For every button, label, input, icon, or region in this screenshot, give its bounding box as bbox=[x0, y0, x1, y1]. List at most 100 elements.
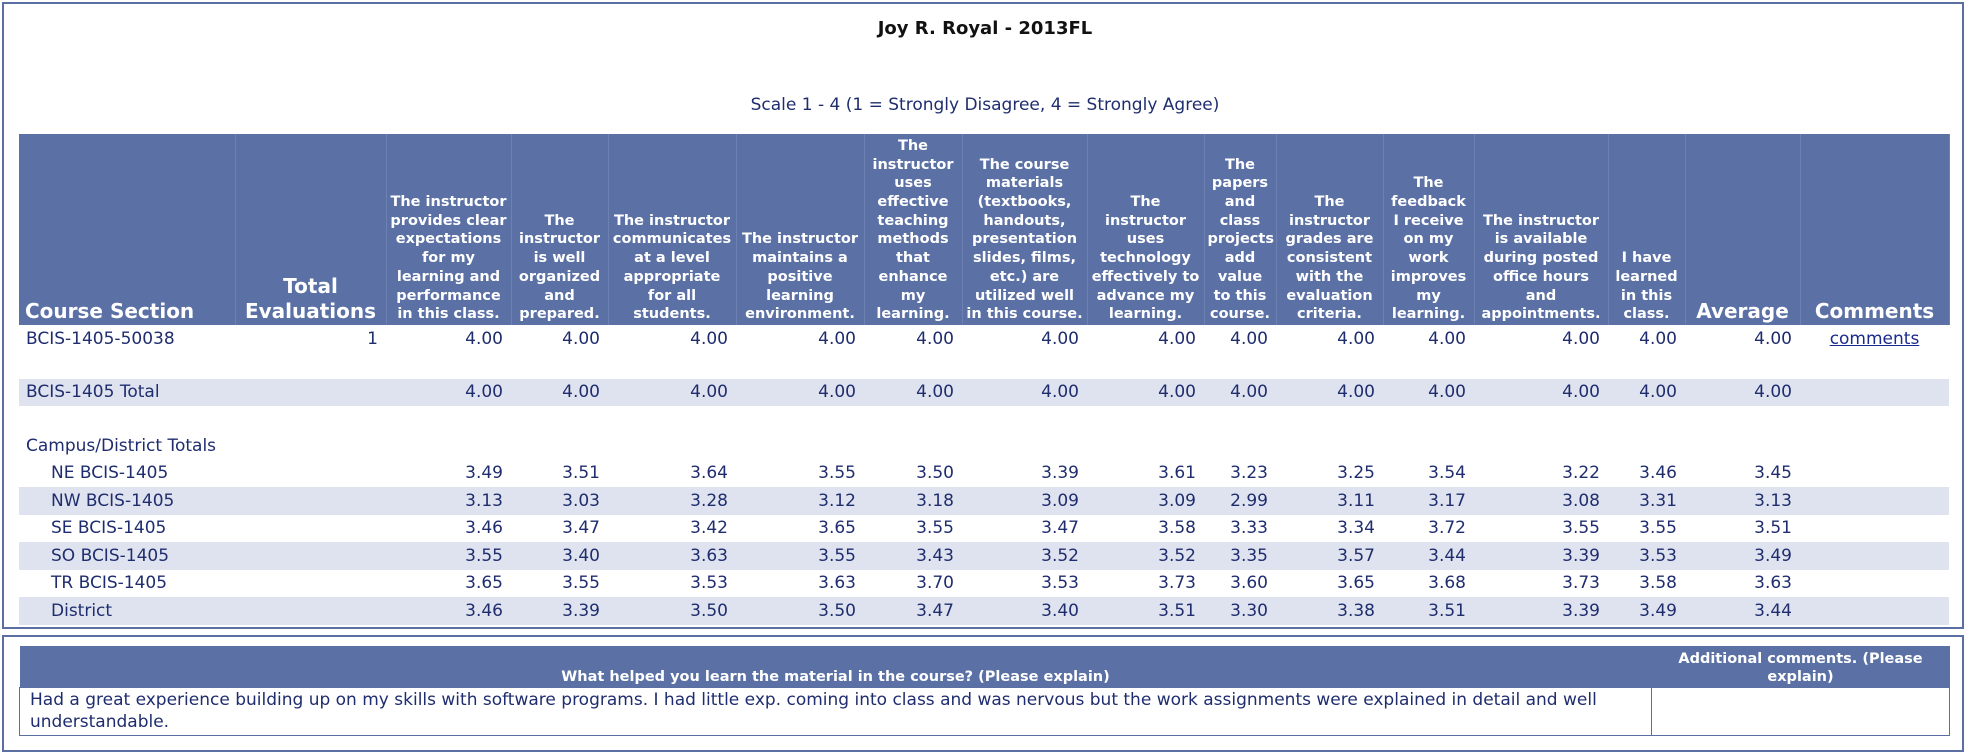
header-q2: The instructor is well organized and pre… bbox=[511, 134, 609, 325]
campus-heading-row: Campus/District Totals bbox=[19, 432, 1949, 460]
score-cell: 4.00 bbox=[1087, 378, 1204, 406]
score-cell: 3.52 bbox=[962, 542, 1087, 570]
campus-row: NW BCIS-1405 3.13 3.03 3.28 3.12 3.18 3.… bbox=[19, 487, 1949, 515]
score-cell: 3.47 bbox=[1041, 518, 1079, 539]
header-row: Course Section Total Evaluations The ins… bbox=[19, 134, 1950, 325]
empty-cell bbox=[1800, 570, 1949, 598]
score-cell: 3.52 bbox=[1087, 542, 1204, 570]
campus-row: TR BCIS-1405 3.65 3.55 3.53 3.63 3.70 3.… bbox=[19, 570, 1949, 598]
score-cell: 3.39 bbox=[511, 597, 608, 625]
score-cell: 3.34 bbox=[1337, 518, 1375, 539]
campus-label: TR BCIS-1405 bbox=[51, 573, 168, 594]
score-cell: 3.55 bbox=[736, 542, 864, 570]
score-cell: 3.46 bbox=[1639, 463, 1677, 484]
score-cell: 4.00 bbox=[386, 378, 511, 406]
score-cell: 4.00 bbox=[1562, 328, 1600, 349]
score-cell: 3.12 bbox=[736, 487, 864, 515]
score-cell: 4.00 bbox=[864, 378, 962, 406]
score-cell: 3.65 bbox=[465, 573, 503, 594]
score-cell: 3.40 bbox=[511, 542, 608, 570]
comment-row: Had a great experience building up on my… bbox=[19, 687, 1950, 736]
score-cell: 3.09 bbox=[1087, 487, 1204, 515]
score-cell: 3.65 bbox=[1337, 573, 1375, 594]
score-cell: 3.53 bbox=[1608, 542, 1685, 570]
score-cell: 4.00 bbox=[916, 328, 954, 349]
course-total-row: BCIS-1405 Total 4.00 4.00 4.00 4.00 4.00… bbox=[19, 378, 1949, 406]
average-cell: 3.44 bbox=[1685, 597, 1800, 625]
score-cell: 3.43 bbox=[864, 542, 962, 570]
empty-cell bbox=[235, 487, 386, 515]
score-cell: 3.50 bbox=[736, 597, 864, 625]
comments-frame bbox=[2, 635, 1964, 752]
empty-cell bbox=[1800, 597, 1949, 625]
score-cell: 3.64 bbox=[690, 463, 728, 484]
score-cell: 3.68 bbox=[1428, 573, 1466, 594]
campus-label: SO BCIS-1405 bbox=[19, 542, 235, 570]
score-cell: 3.51 bbox=[1383, 597, 1474, 625]
score-cell: 4.00 bbox=[511, 378, 608, 406]
score-cell: 4.00 bbox=[1041, 328, 1079, 349]
header-q3: The instructor communicates at a level a… bbox=[608, 134, 737, 325]
header-q1: The instructor provides clear expectatio… bbox=[386, 134, 512, 325]
score-cell: 3.46 bbox=[465, 518, 503, 539]
header-q6: The course materials (textbooks, handout… bbox=[962, 134, 1088, 325]
score-cell: 3.63 bbox=[818, 573, 856, 594]
score-cell: 3.35 bbox=[1204, 542, 1276, 570]
section-row: BCIS-1405-50038 1 4.00 4.00 4.00 4.00 4.… bbox=[19, 325, 1949, 353]
score-cell: 4.00 bbox=[818, 328, 856, 349]
empty-cell bbox=[1800, 487, 1949, 515]
score-cell: 3.70 bbox=[916, 573, 954, 594]
score-cell: 4.00 bbox=[962, 378, 1087, 406]
empty-cell bbox=[235, 570, 386, 598]
course-total-label: BCIS-1405 Total bbox=[19, 378, 235, 406]
campus-label: NE BCIS-1405 bbox=[51, 463, 169, 484]
campus-label: District bbox=[19, 597, 235, 625]
empty-cell bbox=[1800, 515, 1949, 543]
score-cell: 3.58 bbox=[1639, 573, 1677, 594]
score-cell: 4.00 bbox=[1428, 328, 1466, 349]
score-cell: 4.00 bbox=[1337, 328, 1375, 349]
empty-cell bbox=[1800, 542, 1949, 570]
header-total-evaluations: Total Evaluations bbox=[235, 134, 387, 325]
score-cell: 3.55 bbox=[818, 463, 856, 484]
spacer-row bbox=[19, 353, 1949, 379]
score-cell: 4.00 bbox=[562, 328, 600, 349]
score-cell: 3.39 bbox=[1474, 597, 1608, 625]
score-cell: 2.99 bbox=[1204, 487, 1276, 515]
score-cell: 3.55 bbox=[1562, 518, 1600, 539]
score-cell: 3.38 bbox=[1276, 597, 1383, 625]
header-q7: The instructor uses technology effective… bbox=[1087, 134, 1205, 325]
campus-row: SO BCIS-1405 3.55 3.40 3.63 3.55 3.43 3.… bbox=[19, 542, 1949, 570]
average-cell: 4.00 bbox=[1754, 328, 1792, 349]
score-cell: 3.49 bbox=[1608, 597, 1685, 625]
score-cell: 4.00 bbox=[465, 328, 503, 349]
empty-cell bbox=[235, 542, 386, 570]
student-comments-table: What helped you learn the material in th… bbox=[19, 646, 1950, 736]
header-q9: The instructor grades are consistent wit… bbox=[1276, 134, 1384, 325]
comments-link[interactable]: comments bbox=[1829, 328, 1920, 349]
score-cell: 3.50 bbox=[608, 597, 736, 625]
score-cell: 3.09 bbox=[962, 487, 1087, 515]
score-cell: 4.00 bbox=[736, 378, 864, 406]
header-q10: The feedback I receive on my work improv… bbox=[1383, 134, 1475, 325]
average-cell: 3.51 bbox=[1754, 518, 1792, 539]
score-cell: 3.55 bbox=[386, 542, 511, 570]
empty-cell bbox=[1800, 378, 1949, 406]
score-cell: 3.30 bbox=[1204, 597, 1276, 625]
spacer-row bbox=[19, 406, 1949, 432]
score-cell: 3.18 bbox=[864, 487, 962, 515]
score-cell: 3.40 bbox=[962, 597, 1087, 625]
campus-label: NW BCIS-1405 bbox=[19, 487, 235, 515]
average-cell: 3.13 bbox=[1685, 487, 1800, 515]
score-cell: 3.53 bbox=[690, 573, 728, 594]
score-cell: 3.46 bbox=[386, 597, 511, 625]
score-cell: 3.73 bbox=[1158, 573, 1196, 594]
empty-cell bbox=[235, 460, 386, 488]
comment-additional bbox=[1651, 687, 1950, 736]
empty-cell bbox=[235, 378, 386, 406]
score-cell: 3.03 bbox=[511, 487, 608, 515]
score-cell: 3.61 bbox=[1158, 463, 1196, 484]
comments-header-row: What helped you learn the material in th… bbox=[19, 646, 1950, 688]
score-cell: 4.00 bbox=[1204, 378, 1276, 406]
header-what-helped: What helped you learn the material in th… bbox=[19, 646, 1652, 688]
